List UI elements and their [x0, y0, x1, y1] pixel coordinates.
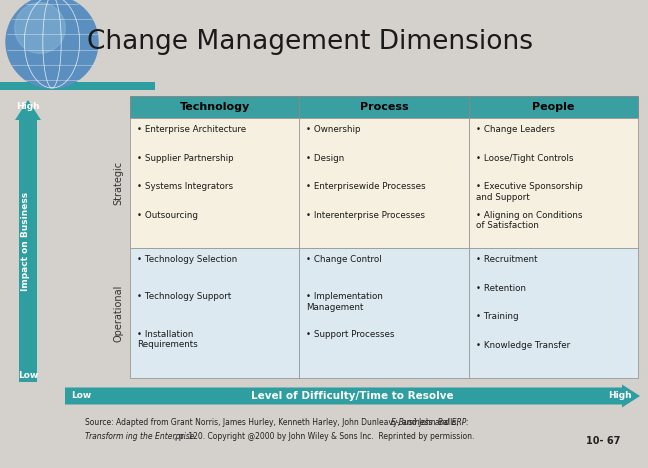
Text: • Supplier Partnership: • Supplier Partnership — [137, 154, 234, 162]
Bar — [469, 96, 638, 118]
Text: • Systems Integrators: • Systems Integrators — [137, 182, 233, 191]
Text: Operational: Operational — [113, 285, 123, 342]
FancyArrow shape — [15, 100, 41, 382]
Circle shape — [6, 0, 98, 88]
Text: • Change Leaders: • Change Leaders — [476, 125, 555, 134]
Text: • Retention: • Retention — [476, 284, 526, 292]
Text: Low: Low — [18, 371, 38, 380]
Text: Technology: Technology — [179, 102, 249, 112]
Text: • Installation
Requirements: • Installation Requirements — [137, 329, 198, 349]
Text: • Support Processes: • Support Processes — [307, 329, 395, 338]
Text: • Technology Support: • Technology Support — [137, 292, 231, 301]
Bar — [130, 118, 299, 248]
Text: , p. 120. Copyright @2000 by John Wiley & Sons Inc.  Reprinted by permission.: , p. 120. Copyright @2000 by John Wiley … — [174, 432, 475, 441]
Bar — [299, 248, 469, 378]
Text: • Technology Selection: • Technology Selection — [137, 255, 237, 264]
Text: • Interenterprise Processes: • Interenterprise Processes — [307, 211, 425, 220]
FancyArrow shape — [65, 385, 640, 408]
Text: Low: Low — [71, 392, 91, 401]
Text: • Aligning on Conditions
of Satisfaction: • Aligning on Conditions of Satisfaction — [476, 211, 582, 230]
Bar — [469, 248, 638, 378]
Bar — [469, 118, 638, 248]
Text: • Enterprisewide Processes: • Enterprisewide Processes — [307, 182, 426, 191]
Text: • Loose/Tight Controls: • Loose/Tight Controls — [476, 154, 573, 162]
Bar — [299, 96, 469, 118]
Text: Impact on Business: Impact on Business — [21, 191, 30, 291]
Text: • Ownership: • Ownership — [307, 125, 361, 134]
Text: • Implementation
Management: • Implementation Management — [307, 292, 383, 312]
Text: • Training: • Training — [476, 312, 518, 321]
Text: • Recruitment: • Recruitment — [476, 255, 537, 264]
Text: 10- 67: 10- 67 — [586, 436, 620, 446]
Text: • Enterprise Architecture: • Enterprise Architecture — [137, 125, 246, 134]
Text: • Change Control: • Change Control — [307, 255, 382, 264]
Bar — [130, 248, 299, 378]
Text: Source: Adapted from Grant Norris, James Hurley, Kenneth Harley, John Dunleavy, : Source: Adapted from Grant Norris, James… — [85, 418, 461, 427]
Text: • Outsourcing: • Outsourcing — [137, 211, 198, 220]
Bar — [299, 118, 469, 248]
Text: Change Management Dimensions: Change Management Dimensions — [87, 29, 533, 55]
Text: People: People — [532, 102, 575, 112]
Text: E-Business and ERP:: E-Business and ERP: — [391, 418, 469, 427]
Text: • Executive Sponsorship
and Support: • Executive Sponsorship and Support — [476, 182, 583, 202]
Circle shape — [15, 3, 65, 53]
Text: • Design: • Design — [307, 154, 345, 162]
Text: High: High — [608, 392, 632, 401]
Text: Strategic: Strategic — [113, 161, 123, 205]
Text: • Knowledge Transfer: • Knowledge Transfer — [476, 341, 570, 350]
Text: Process: Process — [360, 102, 408, 112]
Bar — [130, 96, 299, 118]
Text: High: High — [16, 102, 40, 111]
Text: Transform ing the Enterprise: Transform ing the Enterprise — [85, 432, 194, 441]
Text: Level of Difficulty/Time to Resolve: Level of Difficulty/Time to Resolve — [251, 391, 454, 401]
Bar — [0, 82, 155, 90]
